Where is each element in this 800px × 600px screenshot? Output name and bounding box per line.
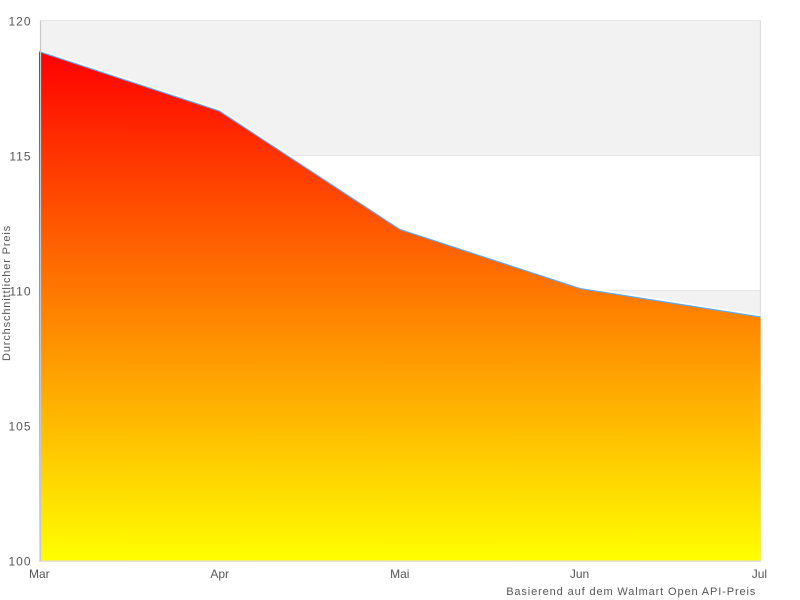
svg-text:Durchschnittlicher Preis: Durchschnittlicher Preis — [1, 225, 13, 361]
svg-text:Basierend auf dem Walmart Open: Basierend auf dem Walmart Open API-Preis — [506, 586, 756, 598]
svg-text:Mar: Mar — [29, 567, 50, 581]
svg-text:Jul: Jul — [752, 567, 767, 581]
svg-text:115: 115 — [9, 149, 31, 163]
svg-text:110: 110 — [9, 284, 31, 298]
svg-text:105: 105 — [8, 419, 31, 433]
svg-text:Mai: Mai — [390, 567, 409, 581]
svg-text:100: 100 — [8, 554, 31, 568]
svg-text:Apr: Apr — [210, 567, 229, 581]
svg-text:120: 120 — [8, 14, 31, 28]
svg-text:Jun: Jun — [570, 567, 589, 581]
